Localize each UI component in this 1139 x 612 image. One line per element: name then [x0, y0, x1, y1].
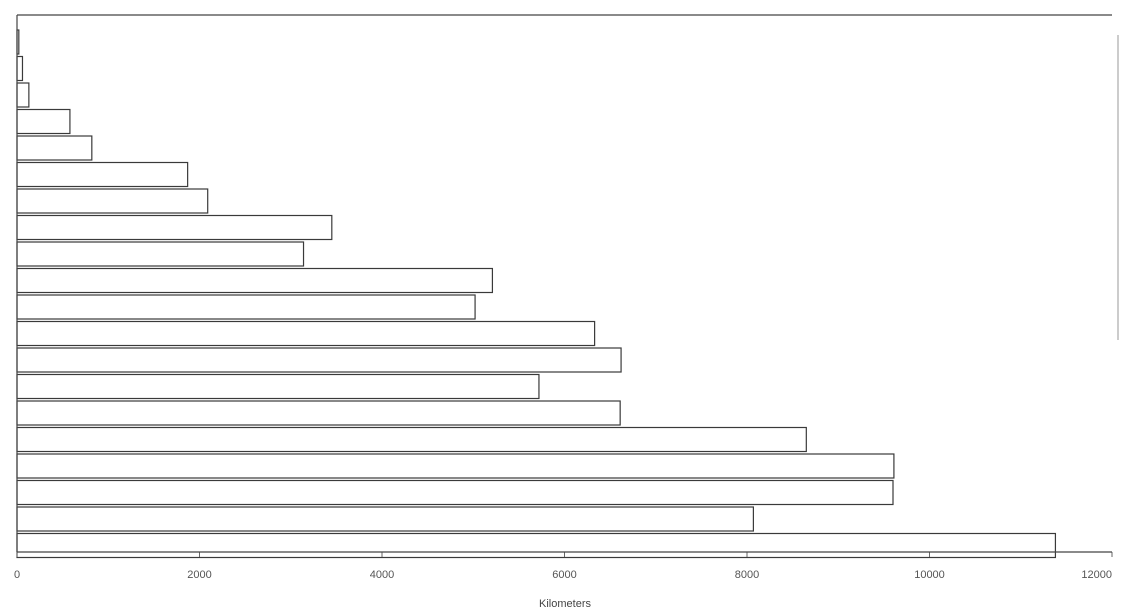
bar-14 — [16, 373, 540, 400]
bar-8 — [16, 214, 333, 241]
bar-10 — [16, 267, 494, 294]
bar-3 — [16, 82, 30, 108]
bar-9 — [16, 241, 305, 267]
x-tick-label: 6000 — [552, 569, 576, 581]
bar-6 — [16, 161, 189, 188]
x-tick-label: 4000 — [370, 569, 394, 581]
bar-5 — [16, 135, 93, 161]
bar-15 — [16, 400, 621, 426]
bars-group — [16, 29, 1057, 559]
bar-2 — [16, 55, 24, 82]
bar-16 — [16, 426, 807, 453]
bar-7 — [16, 188, 209, 214]
x-tick-label: 2000 — [187, 569, 211, 581]
bar-20 — [16, 532, 1057, 559]
x-axis-title: Kilometers — [539, 598, 591, 610]
bar-4 — [16, 108, 71, 135]
bar-12 — [16, 320, 596, 347]
bar-11 — [16, 294, 476, 320]
x-tick-label: 0 — [14, 569, 20, 581]
x-tick-label: 12000 — [1081, 569, 1112, 581]
bar-18 — [16, 479, 894, 506]
x-tick-label: 10000 — [914, 569, 945, 581]
x-axis: 0 2000 4000 6000 8000 10000 12000 — [14, 552, 1113, 581]
bar-17 — [16, 453, 895, 479]
x-tick-label: 8000 — [735, 569, 759, 581]
bar-13 — [16, 347, 622, 373]
bar-19 — [16, 506, 754, 532]
